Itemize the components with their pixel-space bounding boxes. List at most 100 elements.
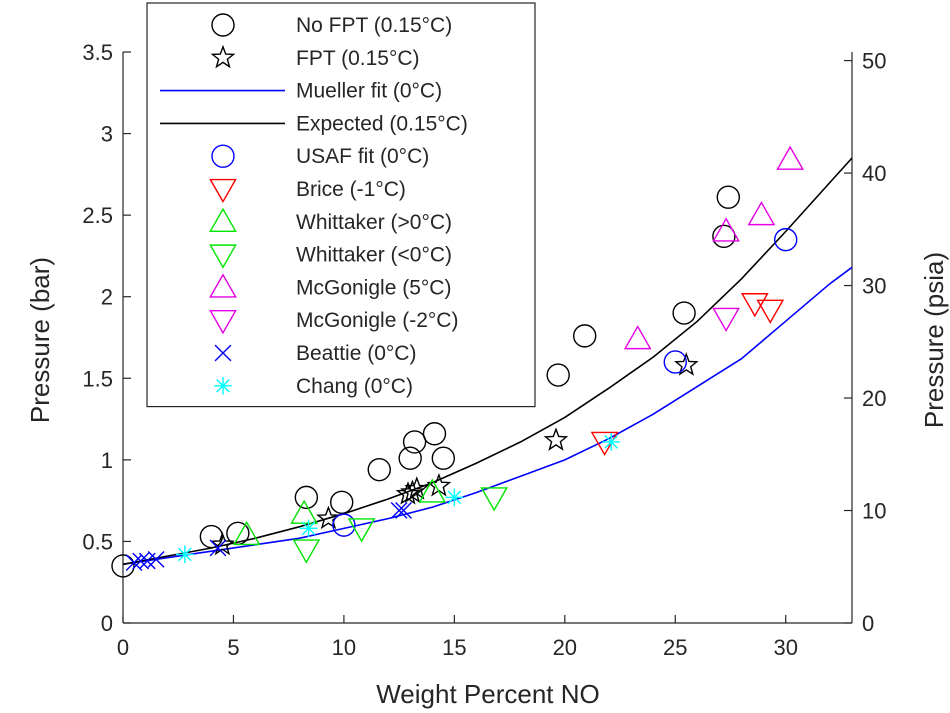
y2-tick-label: 20	[862, 386, 886, 411]
mcgonigle-5-c-series	[623, 145, 805, 350]
plot-area	[111, 145, 853, 578]
beattie-0-c-point	[395, 502, 412, 519]
legend-label: McGonigle (-2°C)	[296, 309, 458, 332]
legend-label: Chang (0°C)	[296, 375, 413, 398]
x-tick-label: 25	[663, 635, 687, 660]
legend-label: Whittaker (>0°C)	[296, 211, 452, 234]
no-fpt-0-15-c-point	[294, 485, 319, 510]
legend-marker-swatch	[209, 207, 237, 232]
y-tick-label: 1.5	[82, 366, 113, 391]
no-fpt-0-15-c-point	[367, 457, 391, 482]
legend-entry: McGonigle (5°C)	[209, 273, 451, 299]
no-fpt-0-15-c-point	[431, 446, 456, 470]
axes: 0 5 10 15 20 25 30 0 0.5 1 1.5 2 2.5 3 3.5 0 10 20 30 40 50	[82, 40, 886, 660]
beattie-0-c-point	[147, 550, 165, 568]
beattie-0-c-point	[125, 554, 143, 572]
whittaker-0-c-point	[347, 518, 376, 543]
fpt-0-15-c-point	[316, 505, 341, 530]
legend-marker-swatch	[214, 344, 232, 362]
y-axis-label: Pressure (bar)	[25, 257, 55, 423]
y-tick-label: 2.5	[82, 203, 113, 228]
fpt-0-15-c-point	[395, 481, 421, 505]
y-tick-label: 0	[101, 611, 113, 636]
whittaker-0-c-series	[292, 487, 508, 564]
whittaker-0-c-point	[418, 478, 447, 503]
y-tick-label: 3	[101, 122, 113, 147]
y2-axis-label: Pressure (psia)	[919, 252, 949, 428]
usaf-fit-0-c-series	[332, 227, 798, 537]
mcgonigle-5-c-point	[712, 217, 740, 242]
legend-entry: Brice (-1°C)	[209, 178, 406, 204]
legend-marker-swatch	[211, 144, 235, 168]
x-tick-label: 20	[553, 635, 577, 660]
brice-1-c-series	[590, 293, 785, 456]
mcgonigle-5-c-point	[747, 201, 776, 226]
no-fpt-0-15-c-point	[398, 446, 422, 470]
legend-label: No FPT (0.15°C)	[296, 14, 452, 37]
whittaker-0-c-point	[480, 487, 508, 512]
legend-entry: FPT (0.15°C)	[210, 44, 420, 70]
y2-tick-label: 30	[862, 274, 886, 299]
legend-label: Beattie (0°C)	[296, 342, 416, 365]
y2-tick-label: 0	[862, 611, 874, 636]
x-tick-label: 5	[227, 635, 239, 660]
expected-0-15-c-line	[122, 157, 853, 566]
y-tick-label: 3.5	[82, 40, 113, 65]
x-tick-label: 0	[117, 635, 129, 660]
brice-1-c-point	[756, 299, 785, 324]
legend-marker-swatch	[211, 13, 235, 37]
legend-marker-swatch	[214, 377, 232, 395]
fpt-0-15-c-point	[674, 352, 699, 376]
beattie-0-c-point	[132, 552, 150, 570]
legend-label: Expected (0.15°C)	[296, 112, 468, 135]
no-fpt-0-15-c-point	[546, 363, 570, 387]
legend-marker-swatch	[209, 244, 237, 269]
legend-marker-swatch	[209, 178, 237, 204]
no-fpt-0-15-c-point	[573, 324, 597, 348]
chang-0-c-point	[445, 488, 464, 507]
legend-label: McGonigle (5°C)	[296, 276, 451, 299]
no-fpt-0-15-c-point	[199, 524, 224, 549]
beattie-0-c-series	[125, 502, 412, 572]
x-tick-label: 30	[773, 635, 797, 660]
y2-tick-label: 10	[862, 499, 886, 524]
y2-tick-label: 40	[862, 161, 886, 186]
usaf-fit-0-c-point	[663, 350, 687, 374]
no-fpt-0-15-c-point	[716, 185, 740, 209]
mcgonigle-5-c-point	[776, 145, 805, 170]
legend-box	[146, 2, 536, 408]
y-tick-label: 0.5	[82, 529, 113, 554]
legend-entry: Mueller fit (0°C)	[160, 80, 442, 103]
legend-entry: Whittaker (<0°C)	[209, 244, 452, 269]
whittaker-0-c-point	[292, 539, 321, 564]
legend-entry: Whittaker (>0°C)	[209, 207, 452, 234]
mueller-fit-0-c-line	[122, 266, 853, 566]
legend-entry: No FPT (0.15°C)	[211, 13, 452, 37]
whittaker-0-c-point	[232, 520, 261, 546]
legend-label: Whittaker (<0°C)	[296, 244, 452, 267]
legend-label: Mueller fit (0°C)	[296, 80, 442, 103]
whittaker-0-c-point	[290, 499, 319, 524]
legend-label: FPT (0.15°C)	[296, 47, 420, 70]
usaf-fit-0-c-point	[332, 513, 356, 537]
legend-entry: Chang (0°C)	[214, 375, 413, 398]
mcgonigle-5-c-point	[623, 325, 652, 350]
beattie-0-c-point	[390, 502, 408, 519]
no-fpt-0-15-c-point	[111, 554, 135, 578]
x-axis-label: Weight Percent NO	[376, 679, 600, 709]
x-tick-label: 15	[442, 635, 466, 660]
chang-0-c-point	[602, 433, 621, 451]
legend-entry: Expected (0.15°C)	[160, 112, 468, 135]
y2-tick-label: 50	[862, 49, 886, 74]
legend-label: USAF fit (0°C)	[296, 145, 429, 168]
beattie-0-c-point	[209, 539, 227, 557]
fpt-0-15-c-point	[209, 531, 235, 556]
y-tick-label: 2	[101, 285, 113, 310]
legend-marker-swatch	[209, 310, 237, 335]
chang-0-c-point	[299, 519, 318, 538]
legend-entry: Beattie (0°C)	[214, 342, 416, 365]
legend: No FPT (0.15°C) FPT (0.15°C) Mueller fit (…	[146, 2, 536, 408]
no-fpt-0-15-c-point	[422, 422, 447, 446]
brice-1-c-point	[740, 293, 769, 318]
